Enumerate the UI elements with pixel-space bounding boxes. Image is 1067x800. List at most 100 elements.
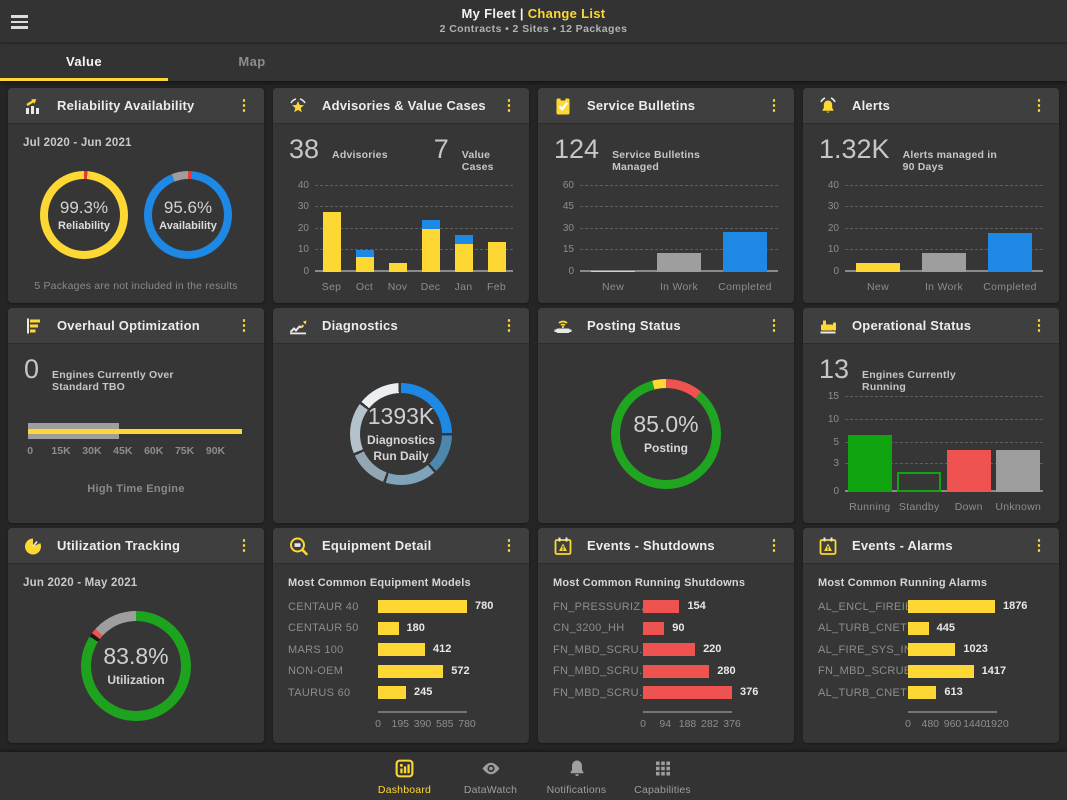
axis-tick-label: 0: [27, 445, 34, 457]
bar-track: 613: [908, 686, 997, 700]
kebab-menu-icon[interactable]: ⋮: [232, 533, 256, 559]
bar-segment: [723, 231, 767, 272]
bar: [988, 177, 1032, 272]
reliability-donut: 99.3% Reliability: [40, 170, 128, 259]
kebab-menu-icon[interactable]: ⋮: [762, 93, 786, 119]
kebab-menu-icon[interactable]: ⋮: [497, 93, 521, 119]
section-label: Most Common Running Alarms: [818, 577, 988, 589]
posting-label: Posting: [644, 440, 688, 455]
gauge-marker-bar: [28, 428, 242, 434]
x-axis-labels: New In Work Completed: [845, 272, 1043, 293]
bar-row-label: CENTAUR 40: [288, 600, 359, 613]
clipboard-check-icon: [551, 94, 575, 118]
bar-columns: [580, 177, 778, 272]
gauge-caption: High Time Engine: [87, 483, 185, 495]
bar-column: [845, 397, 895, 492]
bar-track: 1023: [908, 643, 997, 657]
bar-segment: [988, 233, 1032, 272]
plot-area: 15 10 5 3 0: [828, 392, 1043, 497]
kebab-menu-icon[interactable]: ⋮: [497, 313, 521, 339]
bar-segment: [322, 211, 341, 272]
kebab-menu-icon[interactable]: ⋮: [1027, 313, 1051, 339]
kebab-menu-icon[interactable]: ⋮: [497, 533, 521, 559]
x-axis-label: Jan: [454, 281, 473, 293]
bar-value-label: 154: [687, 600, 706, 613]
kebab-menu-icon[interactable]: ⋮: [1027, 93, 1051, 119]
tab-map[interactable]: Map: [168, 42, 336, 81]
bar-row: MARS 100 412: [288, 639, 513, 661]
bar-row: FN_MBD_SCRU… 280: [553, 661, 778, 683]
bar: [908, 686, 937, 700]
bar: [847, 397, 892, 492]
x-axis-labels: Running Standby Down Unknown: [845, 492, 1043, 513]
bar-segment: [421, 228, 440, 272]
kebab-menu-icon[interactable]: ⋮: [232, 93, 256, 119]
bar-segment: [922, 252, 966, 272]
card-title: Events - Alarms: [852, 538, 953, 553]
bar-value-label: 280: [717, 664, 736, 677]
diagnostics-label: Diagnostics Run Daily: [366, 432, 435, 463]
y-axis-label: 3: [833, 457, 839, 469]
tbo-count-label: Engines Currently Over Standard TBO: [52, 369, 174, 393]
kebab-menu-icon[interactable]: ⋮: [1027, 533, 1051, 559]
bar-track: 572: [378, 664, 470, 678]
kebab-menu-icon[interactable]: ⋮: [762, 533, 786, 559]
card-title: Diagnostics: [322, 318, 398, 333]
diagnostics-donut: 1393K Diagnostics Run Daily: [350, 382, 452, 485]
operational-status-bar-chart: 15 10 5 3 0 Running Standby Down Unknown: [803, 392, 1059, 523]
bar: [643, 600, 680, 614]
section-label: Most Common Equipment Models: [288, 577, 471, 589]
card-events-alarms: Events - Alarms ⋮ Most Common Running Al…: [803, 528, 1059, 743]
axis-tick-label: 780: [458, 717, 476, 730]
dashboard-grid: Reliability Availability ⋮ Jul 2020 - Ju…: [0, 81, 1067, 752]
bar-value-label: 1417: [981, 664, 1007, 677]
bar-column: [381, 177, 414, 272]
packages-footnote: 5 Packages are not included in the resul…: [34, 280, 238, 292]
bar-column: [911, 177, 977, 272]
bar-columns: [845, 397, 1043, 492]
x-axis-line: [315, 270, 513, 272]
kebab-menu-icon[interactable]: ⋮: [762, 313, 786, 339]
bar-value-label: 245: [413, 686, 433, 699]
bar-row: FN_MBD_SCRU… 376: [553, 682, 778, 704]
bar: [643, 686, 732, 700]
bar-row: FN_MBD_SCRUB… 1417: [818, 661, 1043, 683]
kebab-menu-icon[interactable]: ⋮: [232, 313, 256, 339]
date-range: Jun 2020 - May 2021: [23, 577, 138, 589]
card-operational-status: Operational Status ⋮ 13 Engines Currentl…: [803, 308, 1059, 523]
x-axis: 0 480 960 1440 1920: [905, 710, 1009, 730]
nav-dashboard[interactable]: Dashboard: [370, 756, 440, 796]
top-app-bar: My Fleet | Change List 2 Contracts • 2 S…: [0, 0, 1067, 42]
axis-tick-label: 15K: [51, 445, 71, 457]
axis-tick-label: 195: [391, 717, 410, 730]
axis-tick-label: 60K: [144, 445, 164, 457]
change-list-link[interactable]: Change List: [527, 5, 606, 21]
bar-track: 780: [378, 600, 493, 614]
card-equipment-detail: Equipment Detail ⋮ Most Common Equipment…: [273, 528, 529, 743]
card-title: Posting Status: [587, 318, 681, 333]
gridline: [315, 249, 513, 251]
eye-icon: [480, 758, 502, 782]
nav-notifications[interactable]: Notifications: [542, 756, 612, 796]
nav-datawatch[interactable]: DataWatch: [456, 756, 526, 796]
bar: [355, 177, 374, 272]
bar-segment: [591, 270, 635, 272]
bell-broadcast-icon: [816, 94, 840, 118]
bar: [856, 177, 900, 272]
tab-value[interactable]: Value: [0, 42, 168, 81]
bar-column: [845, 177, 911, 272]
gridline: [845, 227, 1043, 229]
axis-tick-label: 45K: [113, 445, 133, 457]
bar-row: TAURUS 60 245: [288, 682, 513, 704]
bar-track: 1876: [908, 600, 1027, 614]
x-axis-label: Unknown: [995, 501, 1042, 513]
y-axis-label: 30: [562, 222, 574, 234]
hamburger-menu-icon[interactable]: [10, 11, 36, 33]
bar-track: 154: [643, 600, 732, 614]
bar-segment: [454, 235, 473, 244]
nav-capabilities[interactable]: Capabilities: [628, 756, 698, 796]
bar-row-label: FN_MBD_SCRU…: [553, 643, 643, 656]
bar: [421, 177, 440, 272]
x-axis-label: Down: [954, 501, 983, 513]
gridline: [580, 227, 778, 229]
